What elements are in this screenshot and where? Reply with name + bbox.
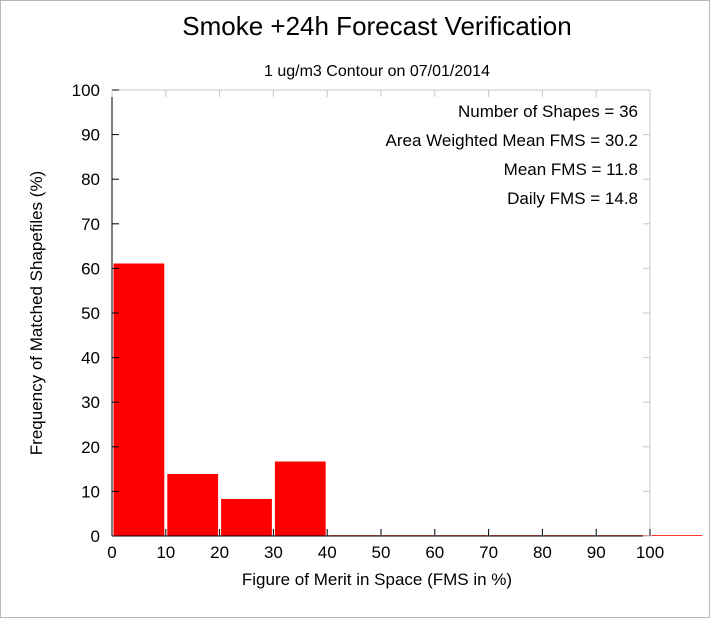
histogram-bar-2 — [221, 498, 272, 536]
x-axis-label: Figure of Merit in Space (FMS in %) — [242, 570, 512, 589]
y-tick-label: 100 — [72, 81, 100, 100]
x-ticks: 0 10 20 30 40 50 60 70 80 90 100 — [107, 90, 664, 562]
histogram-bar-0 — [113, 263, 165, 536]
chart-subtitle: 1 ug/m3 Contour on 07/01/2014 — [264, 63, 490, 80]
x-tick-label: 40 — [318, 543, 337, 562]
y-tick-label: 60 — [81, 259, 100, 278]
histogram-bar-10 — [651, 535, 703, 536]
x-tick-label: 50 — [372, 543, 391, 562]
y-tick-label: 80 — [81, 170, 100, 189]
stats-annotation: Number of Shapes = 36 Area Weighted Mean … — [386, 102, 638, 208]
y-tick-label: 20 — [81, 438, 100, 457]
x-tick-label: 80 — [533, 543, 552, 562]
y-axis-label: Frequency of Matched Shapefiles (%) — [27, 171, 46, 455]
x-tick-label: 10 — [156, 543, 175, 562]
plot-frame — [111, 89, 651, 537]
stat-line-3: Daily FMS = 14.8 — [507, 189, 638, 208]
x-tick-label: 90 — [587, 543, 606, 562]
y-tick-label: 70 — [81, 215, 100, 234]
y-tick-label: 90 — [81, 126, 100, 145]
y-tick-label: 50 — [81, 304, 100, 323]
x-tick-label: 100 — [636, 543, 664, 562]
y-tick-label: 10 — [81, 482, 100, 501]
y-tick-label: 0 — [91, 527, 100, 546]
stat-line-2: Mean FMS = 11.8 — [504, 160, 638, 179]
x-tick-label: 60 — [425, 543, 444, 562]
x-tick-label: 20 — [210, 543, 229, 562]
stat-line-0: Number of Shapes = 36 — [458, 102, 638, 121]
y-tick-label: 30 — [81, 393, 100, 412]
stat-line-1: Area Weighted Mean FMS = 30.2 — [386, 131, 638, 150]
x-tick-label: 30 — [264, 543, 283, 562]
histogram-bar-3 — [274, 461, 326, 536]
x-tick-label: 0 — [107, 543, 116, 562]
bars-layer — [113, 263, 703, 536]
y-ticks: 0 10 20 30 40 50 60 70 80 90 100 — [72, 81, 650, 546]
y-tick-label: 40 — [81, 349, 100, 368]
histogram-bar-1 — [167, 474, 219, 536]
chart-title: Smoke +24h Forecast Verification — [182, 11, 571, 41]
x-tick-label: 70 — [479, 543, 498, 562]
